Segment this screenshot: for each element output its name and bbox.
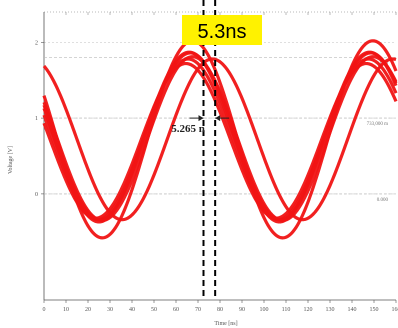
x-tick-label: 110 (282, 307, 291, 313)
delta-arrowhead-right (215, 115, 221, 122)
x-tick-label: 130 (326, 307, 335, 313)
x-tick-label: 30 (107, 307, 113, 313)
x-tick-label: 60 (173, 307, 179, 313)
y-tick-label: 0 (35, 192, 38, 198)
callout-label: 5.3ns (198, 21, 247, 43)
time-markers (189, 0, 230, 300)
x-tick-label: 80 (217, 307, 223, 313)
reference-level-label: 0.000 (377, 198, 389, 203)
x-tick-label: 0 (43, 307, 46, 313)
x-tick-label: 10 (63, 307, 69, 313)
x-tick-label: 160 (392, 307, 398, 313)
y-tick-label: 2 (35, 40, 38, 46)
x-tick-label: 20 (85, 307, 91, 313)
x-tick-label: 140 (348, 307, 357, 313)
x-tick-label: 40 (129, 307, 135, 313)
reference-level-label: 733,000 m (367, 122, 389, 127)
waveform-traces (42, 39, 398, 240)
x-tick-label: 120 (304, 307, 313, 313)
callout-box (182, 15, 262, 45)
waveform-trace (42, 39, 398, 240)
waveform-trace (42, 50, 398, 224)
y-axis-label: Voltage [V] (8, 146, 14, 174)
x-tick-label: 150 (370, 307, 379, 313)
waveform-trace (42, 57, 397, 222)
x-tick-label: 50 (151, 307, 157, 313)
delta-time-label: 5.265 n (171, 123, 205, 135)
delta-arrowhead-left (198, 115, 204, 122)
callout: 5.3ns (182, 15, 262, 45)
y-tick-label: 1 (35, 116, 38, 122)
x-axis-label: Time [ns] (214, 321, 237, 327)
x-tick-label: 70 (195, 307, 201, 313)
x-tick-label: 100 (260, 307, 269, 313)
x-tick-label: 90 (239, 307, 245, 313)
